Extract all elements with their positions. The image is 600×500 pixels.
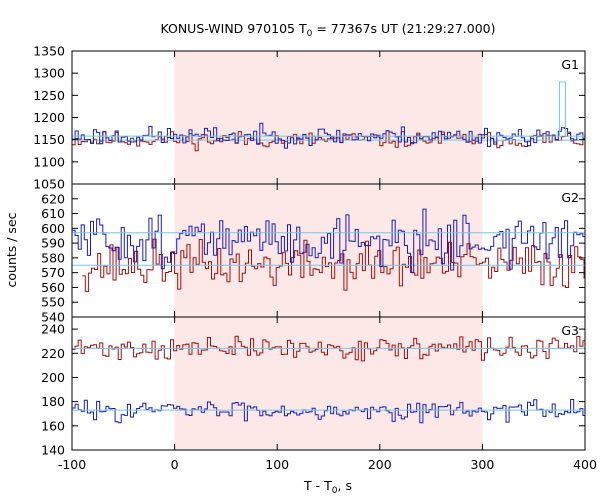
x-tick-label: 300 <box>470 457 494 472</box>
y-tick-label: 240 <box>41 322 65 337</box>
spike-g1 <box>558 81 566 137</box>
y-tick-label: 580 <box>41 250 65 265</box>
y-tick-label: 1250 <box>33 88 65 103</box>
panel-frame-g3 <box>71 316 586 451</box>
series-g1-red <box>72 130 585 152</box>
y-axis-label: counts / sec <box>4 212 19 287</box>
x-tick-label: 0 <box>171 457 179 472</box>
y-tick-label: 620 <box>41 191 65 206</box>
series-g1-blue <box>72 122 585 149</box>
shaded-interval <box>174 51 483 450</box>
y-tick-label: 570 <box>41 265 65 280</box>
x-tick-label: -100 <box>58 457 86 472</box>
y-tick-label: 1200 <box>33 110 65 125</box>
y-tick-label: 1150 <box>33 132 65 147</box>
x-tick-label: 400 <box>573 457 597 472</box>
y-tick-label: 220 <box>41 346 65 361</box>
panel-label-g2: G2 <box>561 190 579 205</box>
y-tick-label: 140 <box>41 443 65 458</box>
chart-title: KONUS-WIND 970105 T0 = 77367s UT (21:29:… <box>160 21 495 39</box>
panel-label-g1: G1 <box>561 57 579 72</box>
x-tick-label: 200 <box>368 457 392 472</box>
x-tick-label: 100 <box>265 457 289 472</box>
y-tick-label: 180 <box>41 394 65 409</box>
y-tick-label: 560 <box>41 280 65 295</box>
y-tick-label: 1300 <box>33 66 65 81</box>
y-tick-label: 600 <box>41 221 65 236</box>
y-tick-label: 590 <box>41 236 65 251</box>
y-tick-label: 550 <box>41 295 65 310</box>
y-tick-label: 610 <box>41 206 65 221</box>
panels-group: 1050110011501200125013001350G15405505605… <box>33 44 597 473</box>
panel-label-g3: G3 <box>561 323 579 338</box>
y-tick-label: 540 <box>41 310 65 325</box>
y-tick-label: 1100 <box>33 154 65 169</box>
x-axis-label: T - T0, s <box>303 478 352 496</box>
series-g3-red <box>72 335 585 362</box>
y-tick-label: 200 <box>41 370 65 385</box>
series-g2-red <box>82 238 585 292</box>
y-tick-label: 1350 <box>33 44 65 59</box>
y-tick-label: 1050 <box>33 177 65 192</box>
y-tick-label: 160 <box>41 418 65 433</box>
